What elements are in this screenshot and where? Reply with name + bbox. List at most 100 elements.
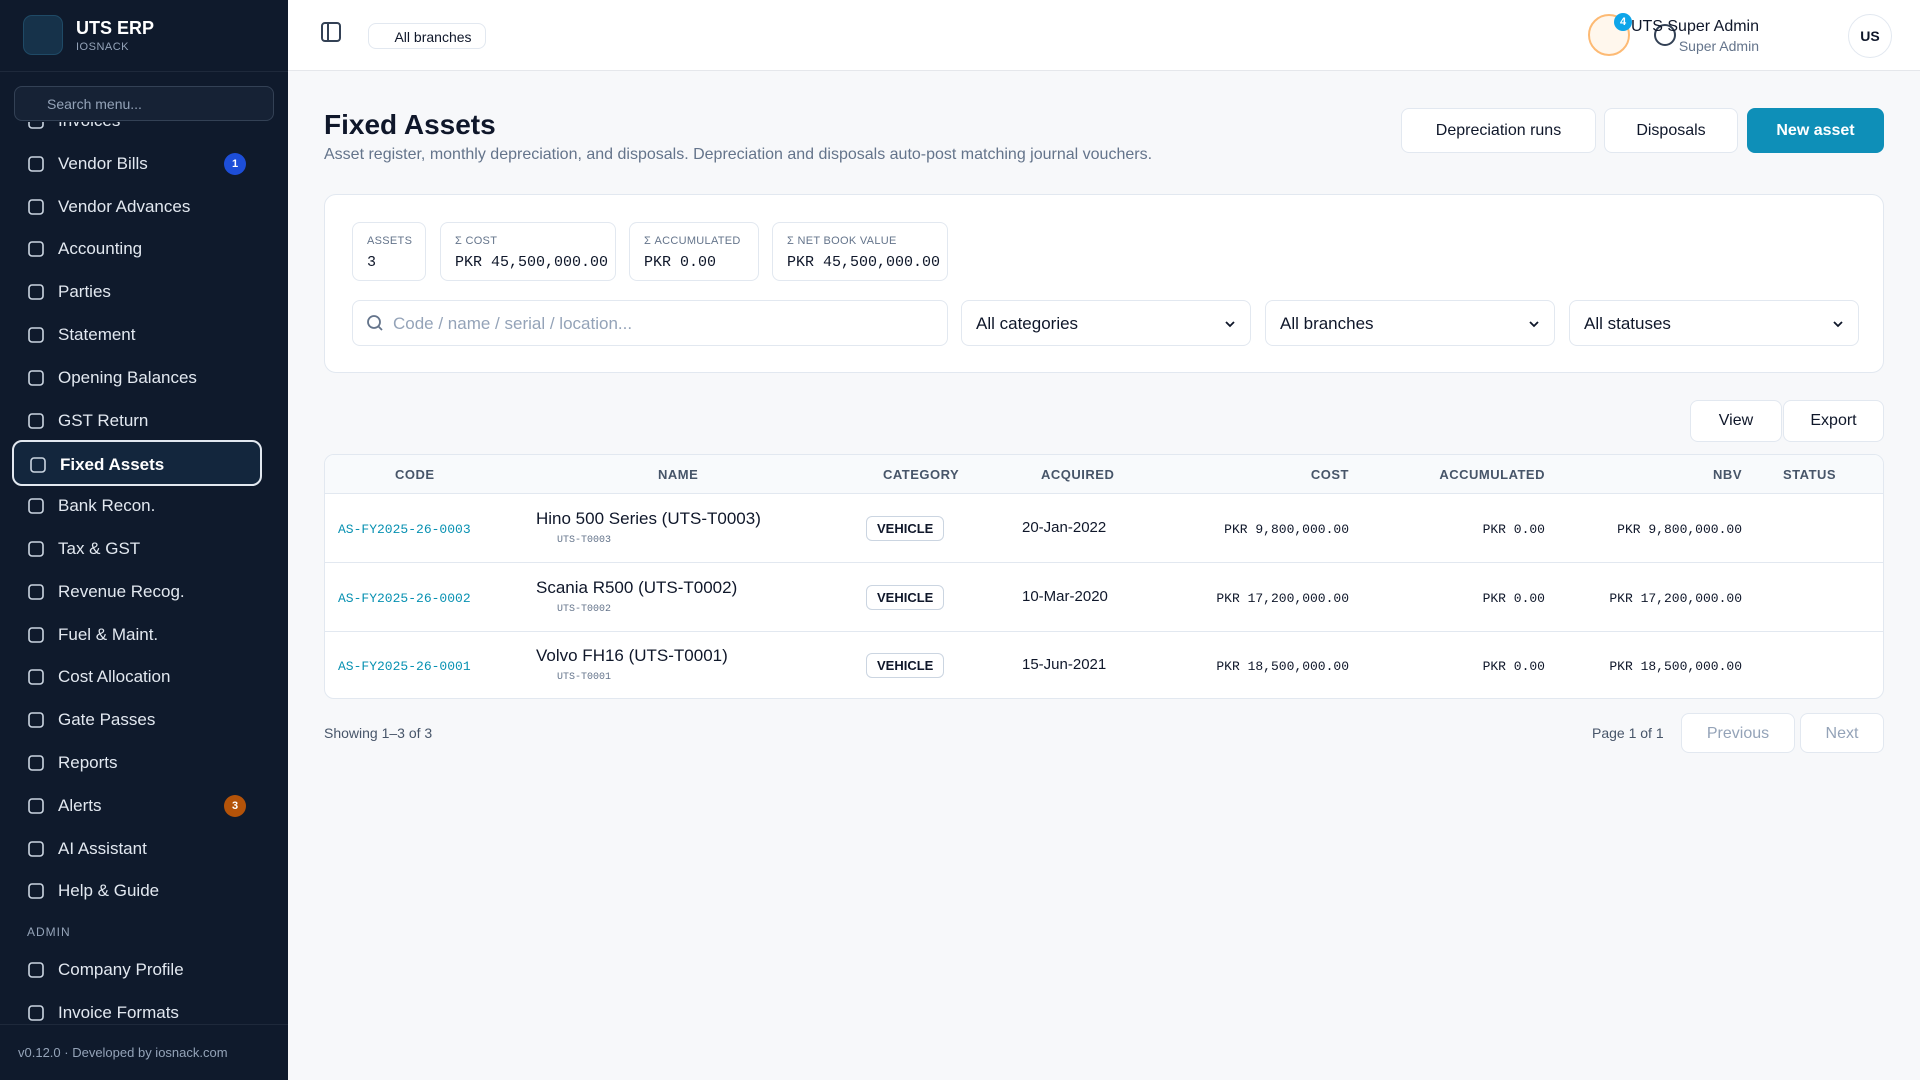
accumulated: PKR 0.00	[1482, 659, 1545, 674]
disposals-button[interactable]: Disposals	[1604, 108, 1738, 153]
user-name: UTS Super Admin	[1630, 18, 1759, 35]
nav-item[interactable]: Bank Recon.	[12, 483, 262, 529]
previous-button[interactable]: Previous	[1681, 713, 1795, 753]
nav-icon	[30, 457, 46, 474]
chevron	[1833, 321, 1843, 328]
nav-item[interactable]: Tax & GST	[12, 526, 262, 572]
sidebar-footer: v0.12.0 · Developed by iosnack.com	[0, 1024, 288, 1080]
nav-label: Invoice Formats	[58, 1003, 179, 1022]
collapse-button[interactable]	[316, 21, 346, 51]
new-asset-button[interactable]: New asset	[1747, 108, 1884, 153]
nav-label: Alerts	[58, 795, 102, 815]
nav-label: Revenue Recog.	[58, 581, 185, 601]
nav-item[interactable]: GST Return	[12, 398, 262, 444]
column-header[interactable]: NBV	[1713, 467, 1742, 482]
asset-tag: UTS-T0001	[557, 672, 612, 683]
table-row[interactable]: AS-FY2025-26-0001 Volvo FH16 (UTS-T0001) U…	[325, 632, 1883, 698]
nav-label: Opening Balances	[58, 367, 197, 387]
stat-label: ASSETS	[367, 235, 413, 247]
category-pill: VEHICLE	[866, 653, 945, 678]
asset-code: AS-FY2025-26-0002	[338, 590, 471, 606]
nav-icon	[28, 198, 44, 215]
nav-label: Accounting	[58, 239, 143, 259]
nav-icon	[28, 962, 44, 978]
nav-label: Reports	[58, 753, 118, 772]
nav-item[interactable]: Invoices	[12, 122, 262, 144]
nav-item[interactable]: Accounting	[12, 226, 262, 272]
column-header[interactable]: CATEGORY	[883, 467, 960, 482]
nav-item[interactable]: AI Assistant	[12, 826, 262, 872]
chevron	[1529, 321, 1539, 328]
acquired-date: 10-Mar-2020	[1022, 587, 1108, 605]
column-header[interactable]: ACCUMULATED	[1439, 467, 1545, 482]
column-header[interactable]: ACQUIRED	[1041, 467, 1115, 482]
asset-code: AS-FY2025-26-0001	[338, 659, 471, 674]
nav-item[interactable]: Cost Allocation	[12, 654, 262, 700]
nav-item[interactable]: Vendor Bills 1	[12, 141, 262, 187]
acquired-date: 20-Jan-2022	[1022, 519, 1107, 536]
depreciation-button[interactable]: Depreciation runs	[1401, 108, 1596, 153]
accumulated: PKR 0.00	[1482, 522, 1545, 537]
nav-item[interactable]: Parties	[12, 269, 262, 315]
divider	[0, 71, 288, 72]
column-header[interactable]: STATUS	[1783, 467, 1837, 482]
nav-item[interactable]: Gate Passes	[12, 697, 262, 743]
nav-icon	[28, 155, 44, 172]
stat-label: Σ ACCUMULATED	[644, 235, 741, 247]
showing-count: Showing 1–3 of 3	[324, 725, 433, 741]
view-button[interactable]: View	[1690, 400, 1782, 442]
nav-item[interactable]: Fuel & Maint.	[12, 612, 262, 658]
nav-item[interactable]: Reports	[12, 740, 262, 786]
nav-label: Fuel & Maint.	[58, 624, 159, 644]
filter-select[interactable]: All branches	[1265, 300, 1555, 346]
nav-item[interactable]: Opening Balances	[12, 355, 262, 401]
nav-item[interactable]: Fixed Assets	[12, 440, 262, 487]
asset-search[interactable]: Code / name / serial / location...	[352, 300, 948, 346]
category-pill: VEHICLE	[866, 584, 945, 610]
nav-icon	[28, 1005, 44, 1021]
branch-label: All branches	[394, 29, 472, 45]
nav-item[interactable]: Alerts 3	[12, 783, 262, 829]
nav-item[interactable]: Revenue Recog.	[12, 569, 262, 615]
stat-label: Σ COST	[455, 235, 498, 247]
nav-label: Cost Allocation	[58, 667, 171, 687]
nav-icon	[28, 883, 44, 900]
column-header[interactable]: COST	[1310, 467, 1349, 482]
branch-selector[interactable]: All branches	[368, 23, 486, 49]
avatar[interactable]: US	[1848, 14, 1892, 58]
nav-list: Invoices Vendor Bills 1 Vendor Advances Acco…	[0, 122, 288, 1024]
theme-toggle[interactable]	[1654, 24, 1676, 46]
nav-item[interactable]: Help & Guide	[12, 868, 262, 914]
filter-select[interactable]: All categories	[961, 300, 1251, 346]
nav-icon	[28, 498, 44, 514]
menu-search[interactable]: Search menu...	[14, 86, 274, 121]
nav-item[interactable]: Invoice Formats	[12, 990, 262, 1024]
nav-icon	[28, 583, 44, 600]
nav-icon	[28, 241, 44, 258]
table-row[interactable]: AS-FY2025-26-0002 Scania R500 (UTS-T0002)…	[325, 564, 1883, 632]
nav-item[interactable]: Company Profile	[12, 947, 262, 993]
nav-item[interactable]: Vendor Advances	[12, 184, 262, 230]
assets-table: CODE NAME CATEGORY ACQUIRED COST ACCUMULATED N…	[324, 454, 1884, 699]
table-header: CODE NAME CATEGORY ACQUIRED COST ACCUMULATED N…	[325, 455, 1883, 494]
nav-label: Fixed Assets	[60, 455, 165, 475]
column-header[interactable]: CODE	[395, 467, 435, 482]
cost: PKR 9,800,000.00	[1224, 522, 1349, 537]
filter-select[interactable]: All statuses	[1569, 300, 1859, 346]
next-button[interactable]: Next	[1800, 713, 1884, 753]
column-header[interactable]: NAME	[658, 467, 699, 482]
nav-item[interactable]: Statement	[12, 312, 262, 358]
nav-label: Vendor Bills	[58, 153, 148, 173]
table-row[interactable]: AS-FY2025-26-0003 Hino 500 Series (UTS-T0…	[325, 495, 1883, 563]
export-button[interactable]: Export	[1783, 400, 1884, 442]
nav-label: Help & Guide	[58, 881, 160, 901]
nav-label: Invoices	[58, 122, 120, 130]
notification-count: 4	[1614, 13, 1632, 31]
nav-label: Statement	[58, 325, 136, 344]
nav-section: ADMIN	[27, 925, 71, 940]
stat-box: Σ COST PKR 45,500,000.00	[440, 222, 616, 281]
placeholder: Search menu...	[47, 96, 142, 112]
stat-value: 3	[367, 254, 377, 271]
org-name: IOSNACK	[76, 41, 130, 53]
nav-icon	[28, 284, 44, 300]
